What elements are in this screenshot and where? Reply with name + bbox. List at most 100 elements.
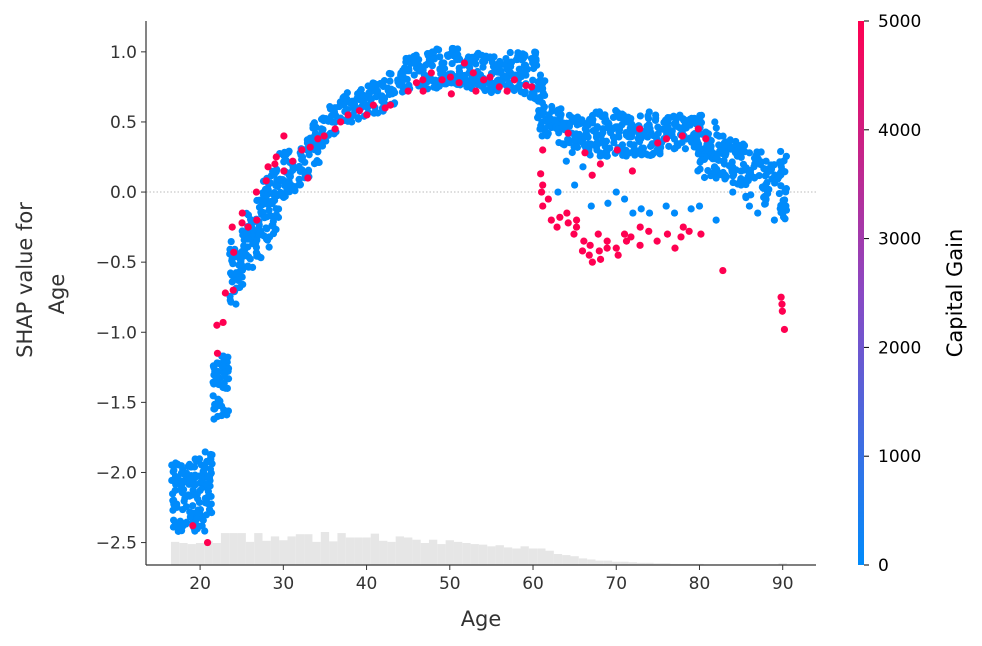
scatter-point [542, 117, 550, 125]
scatter-point [703, 129, 711, 137]
scatter-point [305, 151, 313, 159]
scatter-point [628, 120, 636, 128]
scatter-point [562, 157, 570, 165]
scatter-point [593, 123, 602, 131]
scatter-point [344, 111, 352, 119]
scatter-point [220, 379, 228, 387]
scatter-point [244, 263, 253, 271]
scatter-point [644, 133, 652, 141]
scatter-point [522, 61, 530, 70]
scatter-point [469, 69, 477, 77]
scatter-point [265, 206, 273, 214]
scatter-point [320, 116, 328, 125]
scatter-point [645, 120, 653, 129]
scatter-point [687, 205, 695, 213]
scatter-point [425, 56, 434, 64]
histogram-bar [603, 560, 613, 565]
scatter-point [460, 71, 468, 80]
scatter-point [221, 289, 229, 297]
scatter-point [537, 188, 546, 196]
histogram-bar [562, 555, 571, 565]
histogram-bar [612, 561, 621, 565]
scatter-point [539, 202, 547, 210]
scatter-point [653, 237, 661, 245]
x-axis-ticks: 20 30 40 50 60 70 80 90 [189, 565, 794, 594]
scatter-point [663, 230, 672, 238]
scatter-point [618, 110, 626, 118]
scatter-point [495, 83, 503, 91]
scatter-point [564, 219, 572, 227]
scatter-point [750, 163, 758, 171]
scatter-point [331, 118, 339, 126]
scatter-point [742, 176, 751, 184]
scatter-point [219, 318, 227, 327]
scatter-point [376, 79, 385, 88]
scatter-point [585, 251, 593, 259]
histogram-bar [320, 532, 330, 565]
scatter-point [654, 129, 662, 138]
scatter-point [736, 142, 744, 150]
scatter-point [697, 230, 705, 238]
histogram-bar [662, 563, 671, 565]
scatter-point [270, 196, 279, 204]
scatter-point [286, 173, 294, 181]
scatter-point [185, 460, 194, 468]
scatter-point [177, 462, 185, 470]
scatter-point [237, 261, 245, 269]
histogram-bar [520, 546, 529, 565]
scatter-point [539, 181, 547, 189]
scatter-point [696, 111, 704, 120]
scatter-point [553, 223, 561, 231]
scatter-point [204, 472, 212, 481]
colorbar-tick-label: 3000 [878, 230, 921, 250]
scatter-point [343, 89, 351, 97]
scatter-point [712, 124, 720, 132]
histogram-bar [578, 558, 588, 565]
scatter-point [618, 141, 627, 149]
scatter-point [601, 111, 609, 119]
scatter-point [775, 189, 783, 198]
scatter-point [544, 129, 552, 138]
scatter-point [238, 219, 246, 227]
scatter-point [728, 168, 736, 176]
histogram-bar [204, 540, 213, 565]
y-tick-label: −2.0 [96, 463, 137, 483]
histogram-bar [287, 536, 296, 565]
scatter-point [638, 144, 646, 152]
scatter-point [385, 90, 393, 99]
scatter-point [719, 132, 727, 140]
scatter-point [588, 258, 596, 266]
scatter-point [506, 48, 514, 57]
scatter-point [260, 198, 268, 206]
scatter-point [779, 209, 787, 217]
scatter-point [446, 73, 455, 81]
scatter-point [304, 174, 312, 182]
scatter-point [410, 52, 418, 61]
scatter-point [599, 128, 607, 137]
scatter-point [244, 223, 252, 231]
y-axis-title-line-1: SHAP value for [13, 202, 37, 358]
histogram-bar [503, 547, 513, 565]
scatter-point [169, 523, 178, 531]
scatter-point [212, 374, 220, 383]
scatter-point [745, 202, 754, 210]
histogram-bar [645, 562, 654, 565]
scatter-point [272, 153, 280, 161]
scatter-point [541, 91, 549, 100]
histogram-bar [404, 537, 413, 565]
scatter-point [578, 247, 587, 255]
scatter-point [592, 108, 600, 116]
scatter-point [620, 230, 629, 238]
scatter-point [596, 255, 605, 263]
scatter-point [213, 349, 222, 357]
histogram-bar [637, 562, 646, 565]
scatter-point [207, 455, 215, 464]
histogram-bar [212, 543, 221, 565]
scatter-point [177, 482, 186, 490]
scatter-point [537, 170, 545, 178]
scatter-point [359, 91, 367, 99]
scatter-point [219, 352, 227, 360]
scatter-point [269, 217, 277, 226]
scatter-point [505, 68, 513, 76]
y-axis-title-line-2: Age [45, 274, 69, 315]
